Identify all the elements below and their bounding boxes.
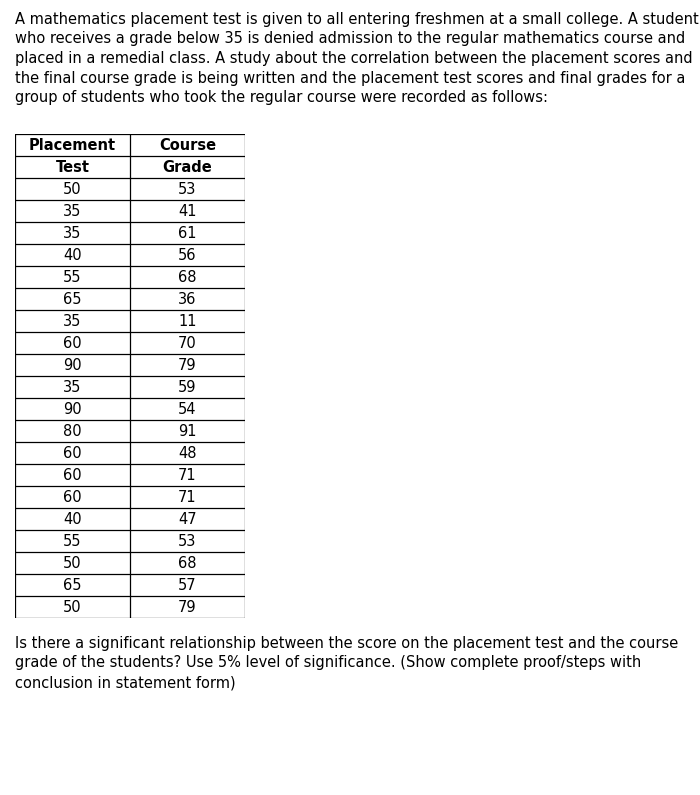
Text: Course: Course [159, 138, 216, 153]
Text: 47: 47 [178, 511, 197, 526]
Text: who receives a grade below 35 is denied admission to the regular mathematics cou: who receives a grade below 35 is denied … [15, 32, 685, 46]
Text: 55: 55 [63, 270, 82, 285]
Text: 40: 40 [63, 511, 82, 526]
Text: A mathematics placement test is given to all entering freshmen at a small colleg: A mathematics placement test is given to… [15, 12, 699, 27]
Text: 53: 53 [178, 181, 197, 196]
Text: the final course grade is being written and the placement test scores and final : the final course grade is being written … [15, 71, 685, 86]
Text: 90: 90 [63, 358, 82, 373]
Text: 61: 61 [178, 226, 197, 241]
Text: 57: 57 [178, 577, 197, 592]
Text: 80: 80 [63, 424, 82, 439]
Text: 35: 35 [63, 226, 82, 241]
Text: 41: 41 [178, 204, 197, 219]
Text: 55: 55 [63, 533, 82, 549]
Text: 79: 79 [178, 358, 197, 373]
Text: 35: 35 [63, 379, 82, 394]
Text: 48: 48 [178, 445, 197, 460]
Text: Test: Test [55, 160, 90, 174]
Text: 50: 50 [63, 556, 82, 571]
Text: 35: 35 [63, 204, 82, 219]
Text: 71: 71 [178, 467, 197, 483]
Text: 56: 56 [178, 247, 197, 262]
Text: Grade: Grade [162, 160, 212, 174]
Text: 68: 68 [178, 556, 197, 571]
Text: 35: 35 [63, 313, 82, 328]
Text: 11: 11 [178, 313, 197, 328]
Text: 60: 60 [63, 490, 82, 505]
Text: 70: 70 [178, 335, 197, 351]
Text: 50: 50 [63, 181, 82, 196]
Text: 60: 60 [63, 335, 82, 351]
Text: 71: 71 [178, 490, 197, 505]
Text: placed in a remedial class. A study about the correlation between the placement : placed in a remedial class. A study abou… [15, 51, 692, 66]
Text: grade of the students? Use 5% level of significance. (Show complete proof/steps : grade of the students? Use 5% level of s… [15, 656, 641, 670]
Text: 60: 60 [63, 467, 82, 483]
Text: Placement: Placement [29, 138, 116, 153]
Text: Is there a significant relationship between the score on the placement test and : Is there a significant relationship betw… [15, 636, 678, 651]
Text: 91: 91 [178, 424, 197, 439]
Text: 68: 68 [178, 270, 197, 285]
Text: 50: 50 [63, 599, 82, 615]
Text: 36: 36 [178, 292, 197, 307]
Text: 53: 53 [178, 533, 197, 549]
Text: 90: 90 [63, 401, 82, 417]
Text: 65: 65 [63, 577, 82, 592]
Text: 59: 59 [178, 379, 197, 394]
Text: 60: 60 [63, 445, 82, 460]
Text: 65: 65 [63, 292, 82, 307]
Text: group of students who took the regular course were recorded as follows:: group of students who took the regular c… [15, 90, 548, 105]
Text: conclusion in statement form): conclusion in statement form) [15, 675, 236, 690]
Text: 54: 54 [178, 401, 197, 417]
Text: 40: 40 [63, 247, 82, 262]
Text: 79: 79 [178, 599, 197, 615]
